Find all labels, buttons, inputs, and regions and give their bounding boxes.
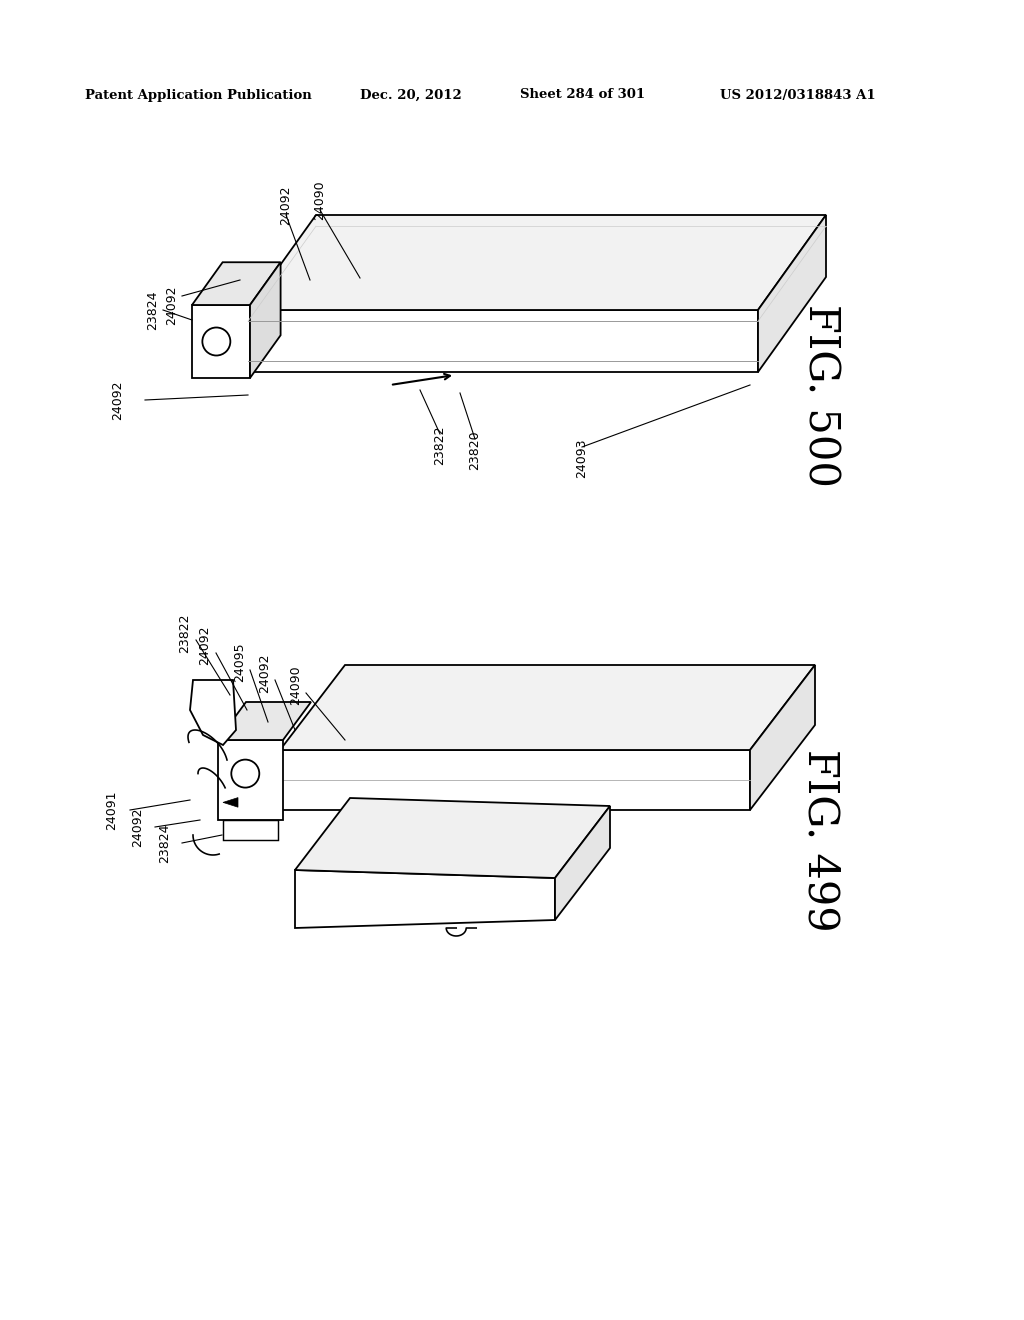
Text: Dec. 20, 2012: Dec. 20, 2012 [360, 88, 462, 102]
Polygon shape [193, 263, 281, 305]
Polygon shape [223, 820, 278, 840]
Polygon shape [555, 807, 610, 920]
Text: 24093: 24093 [575, 438, 589, 478]
Text: 24090: 24090 [313, 181, 327, 220]
Polygon shape [758, 215, 826, 372]
Text: 23824: 23824 [146, 290, 160, 330]
Text: FIG. 500: FIG. 500 [799, 304, 841, 487]
Text: 24092: 24092 [131, 808, 144, 846]
Polygon shape [750, 665, 815, 810]
Text: US 2012/0318843 A1: US 2012/0318843 A1 [720, 88, 876, 102]
Text: 24092: 24092 [112, 380, 125, 420]
Polygon shape [248, 215, 826, 310]
Text: 24092: 24092 [280, 185, 293, 224]
Polygon shape [295, 870, 555, 928]
Text: 23820: 23820 [469, 430, 481, 470]
Polygon shape [193, 305, 250, 378]
Text: 23822: 23822 [433, 425, 446, 465]
Text: FIG. 499: FIG. 499 [799, 748, 841, 932]
Text: 24092: 24092 [258, 653, 271, 693]
Text: Patent Application Publication: Patent Application Publication [85, 88, 311, 102]
Polygon shape [218, 702, 311, 741]
Polygon shape [223, 797, 238, 808]
Polygon shape [250, 263, 281, 378]
Text: 24092: 24092 [166, 285, 178, 325]
Text: 24091: 24091 [105, 791, 119, 830]
Text: 24095: 24095 [233, 643, 247, 682]
Polygon shape [295, 799, 610, 878]
Polygon shape [280, 750, 750, 810]
Text: 24092: 24092 [199, 626, 212, 665]
Text: 24090: 24090 [290, 665, 302, 705]
Text: Sheet 284 of 301: Sheet 284 of 301 [520, 88, 645, 102]
Polygon shape [190, 680, 236, 744]
Polygon shape [248, 310, 758, 372]
Polygon shape [218, 741, 283, 820]
Text: 23822: 23822 [178, 614, 191, 653]
Text: 23824: 23824 [159, 824, 171, 863]
Polygon shape [280, 665, 815, 750]
